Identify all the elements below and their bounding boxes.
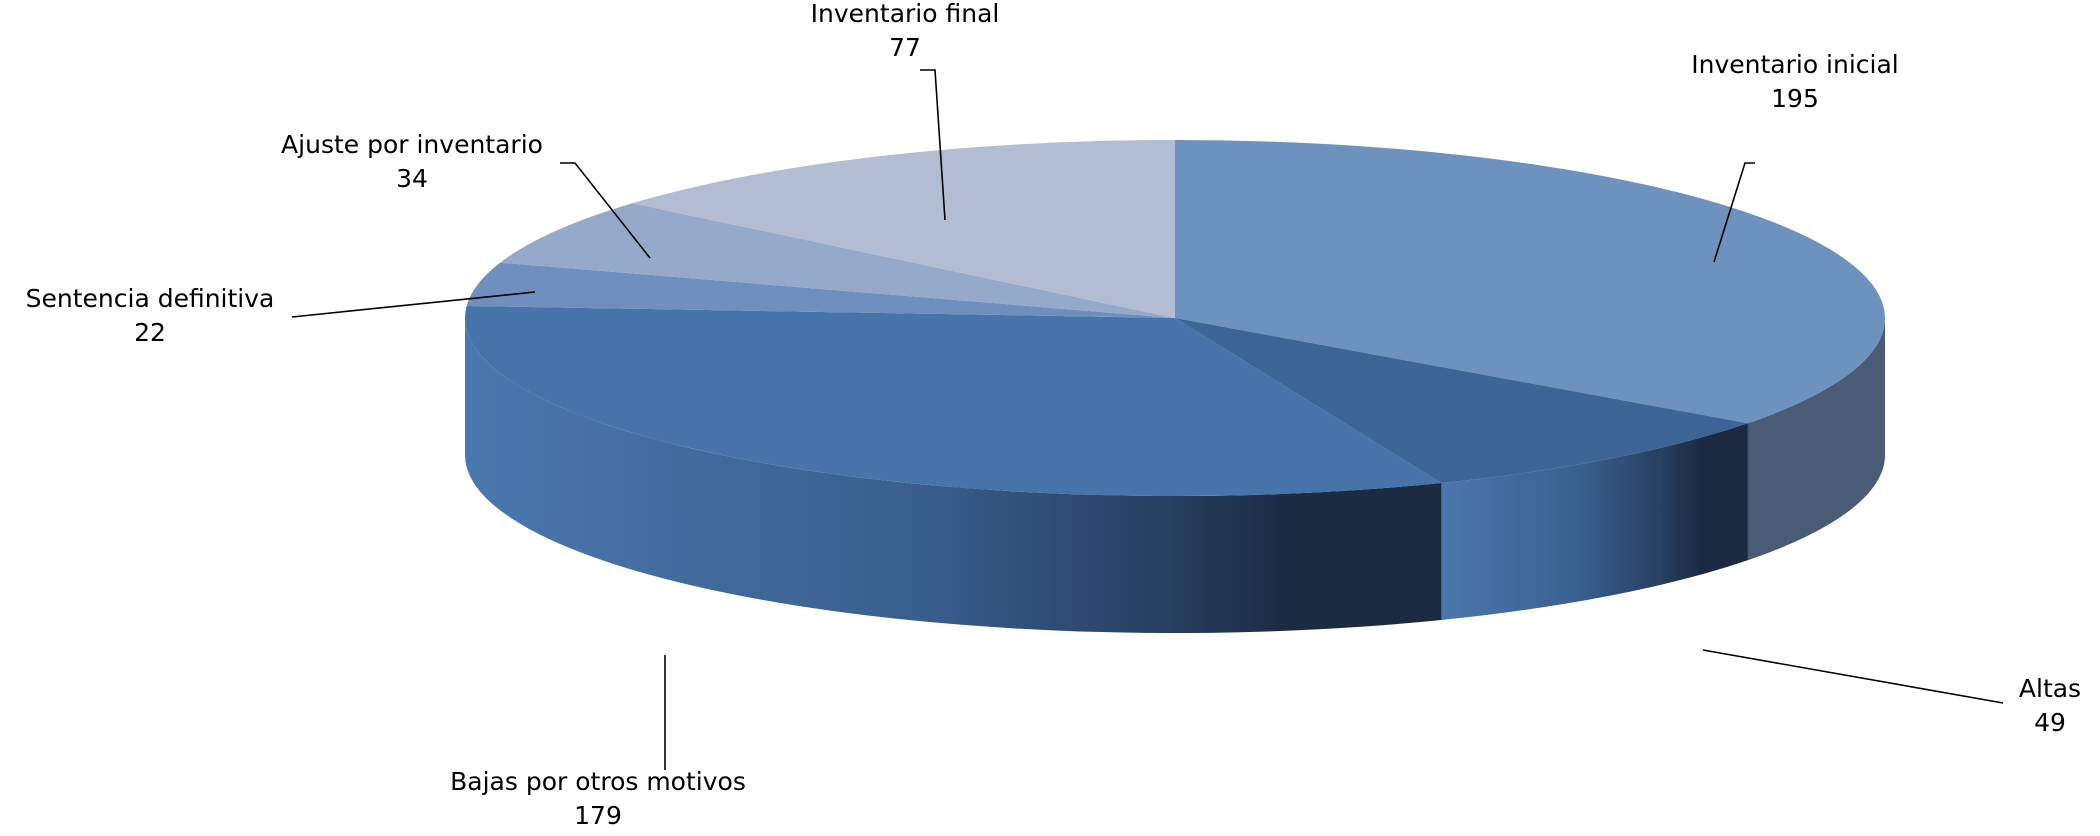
slice-value-bajas-por-otros-motivos: 179 — [574, 801, 622, 830]
slice-value-inventario-inicial: 195 — [1771, 84, 1819, 113]
slice-value-sentencia-definitiva: 22 — [134, 318, 166, 347]
leader-line-sentencia-definitiva — [291, 291, 536, 318]
slice-bajas-por-otros-motivos — [464, 305, 1442, 496]
slice-side-inventario-inicial — [1747, 318, 1885, 561]
slice-value-ajuste-por-inventario: 34 — [396, 164, 428, 193]
slice-label-ajuste-por-inventario: Ajuste por inventario — [281, 130, 543, 159]
leader-line-altas — [1702, 649, 2004, 704]
slice-value-inventario-final: 77 — [889, 33, 921, 62]
slice-side-bajas-por-otros-motivos — [465, 318, 1442, 633]
slice-ajuste-por-inventario — [500, 203, 1176, 318]
slice-inventario-final — [632, 140, 1175, 318]
slice-sentencia-definitiva — [466, 262, 1175, 318]
slice-altas — [1175, 318, 1748, 484]
slice-label-inventario-final: Inventario final — [811, 0, 1000, 28]
slice-label-inventario-inicial: Inventario inicial — [1691, 50, 1899, 79]
slice-side-altas — [1441, 423, 1748, 621]
slice-value-altas: 49 — [2034, 708, 2066, 737]
slice-label-bajas-por-otros-motivos: Bajas por otros motivos — [450, 767, 746, 796]
leader-line-inventario-inicial — [1713, 162, 1755, 263]
slice-label-altas: Altas — [2019, 674, 2081, 703]
leader-line-inventario-final — [920, 69, 946, 221]
leader-line-ajuste-por-inventario — [560, 162, 651, 259]
slice-label-sentencia-definitiva: Sentencia definitiva — [26, 284, 275, 313]
slice-inventario-inicial — [1175, 140, 1885, 424]
